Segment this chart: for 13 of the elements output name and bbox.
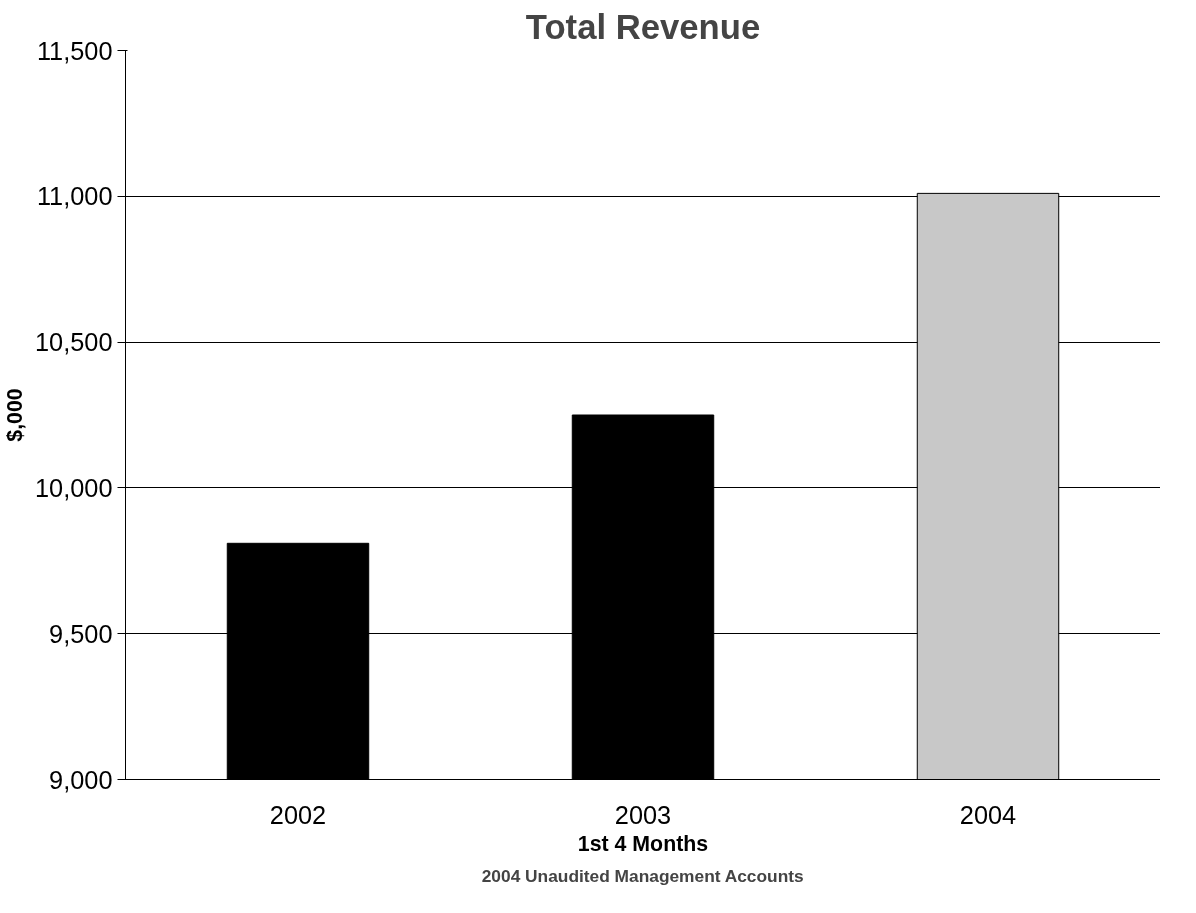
x-axis-title: 1st 4 Months (577, 831, 709, 856)
x-tick-label: 2002 (269, 800, 327, 829)
text: 2004 Unaudited Management Accounts (481, 865, 804, 886)
y-tick-label: 10,000 (35, 473, 113, 502)
y-tick-label: 11,500 (36, 36, 113, 65)
y-axis-title: $,000 (3, 388, 28, 442)
x-tick-label: 2003 (614, 800, 672, 829)
x-tick-label: 2004 (959, 800, 1017, 829)
y-tick-label: 10,500 (35, 328, 113, 357)
y-tick-label: 9,500 (49, 619, 113, 648)
chart-title: Total Revenue (525, 7, 761, 46)
y-tick-label: 11,000 (36, 182, 113, 211)
y-tick-label: 9,000 (49, 765, 113, 794)
